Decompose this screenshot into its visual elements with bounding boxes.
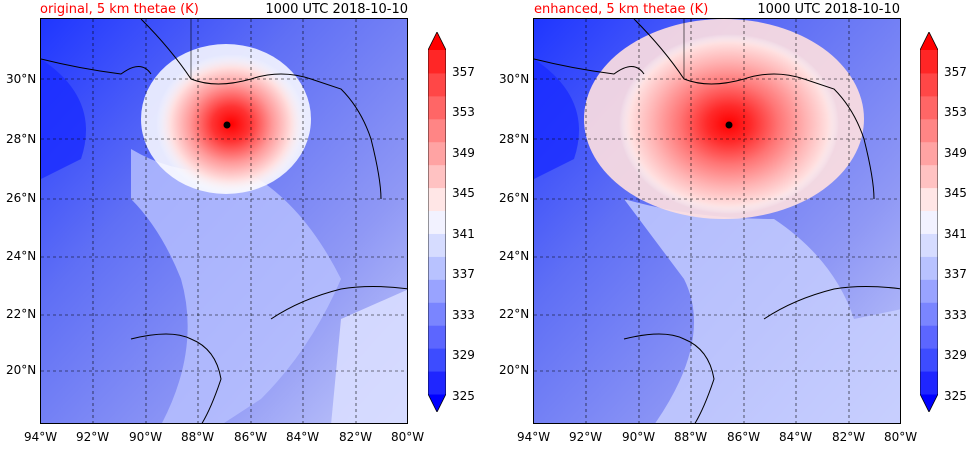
right-colorbar-segment [920, 118, 938, 143]
left-colorbar-segment [428, 187, 446, 212]
right-colorbar-segment [920, 187, 938, 212]
right-lat-label-30: 30°N [499, 72, 530, 86]
right-panel-time: 1000 UTC 2018-10-10 [757, 2, 900, 17]
left-lat-label-28: 28°N [6, 132, 37, 146]
left-lat-label-22: 22°N [6, 307, 37, 321]
right-cb-label-357: 357 [944, 65, 967, 79]
right-panel-title: enhanced, 5 km thetae (K) [534, 2, 709, 17]
right-colorbar-segment [920, 164, 938, 189]
right-colorbar-segment [920, 210, 938, 234]
right-lat-label-28: 28°N [499, 132, 530, 146]
right-colorbar-extend-high [920, 32, 938, 50]
right-map [533, 18, 901, 424]
right-lon-label-90: 90°W [622, 430, 656, 444]
left-lon-label-90: 90°W [129, 430, 163, 444]
left-panel-title: original, 5 km thetae (K) [40, 2, 199, 17]
left-lon-label-86: 86°W [234, 430, 268, 444]
right-cb-label-337: 337 [944, 267, 967, 281]
left-colorbar-segment [428, 95, 446, 120]
right-colorbar-extend-low [920, 394, 938, 412]
right-cb-label-329: 329 [944, 348, 967, 362]
right-hurricane-center [725, 121, 733, 129]
right-colorbar-segment [920, 95, 938, 120]
left-colorbar-segment [428, 302, 446, 326]
right-cb-label-333: 333 [944, 308, 967, 322]
right-map-canvas [534, 19, 900, 423]
right-cb-label-349: 349 [944, 146, 967, 160]
left-colorbar-segment [428, 50, 446, 74]
left-colorbar [428, 32, 446, 412]
left-cb-label-329: 329 [452, 348, 475, 362]
left-panel-time: 1000 UTC 2018-10-10 [265, 2, 408, 17]
left-lat-label-20: 20°N [6, 363, 37, 377]
left-gridlines [41, 19, 407, 423]
left-colorbar-segment [428, 233, 446, 257]
right-lon-label-84: 84°W [779, 430, 813, 444]
left-lon-label-80: 80°W [391, 430, 425, 444]
left-lat-label-26: 26°N [6, 191, 37, 205]
left-cb-label-345: 345 [452, 186, 475, 200]
left-cb-label-357: 357 [452, 65, 475, 79]
left-colorbar-segment [428, 118, 446, 143]
left-colorbar-extend-high [428, 32, 446, 50]
left-lon-label-82: 82°W [339, 430, 373, 444]
left-lon-label-92: 92°W [76, 430, 110, 444]
left-lon-label-84: 84°W [286, 430, 320, 444]
right-lon-label-86: 86°W [727, 430, 761, 444]
left-lat-label-30: 30°N [6, 72, 37, 86]
right-lat-label-24: 24°N [499, 249, 530, 263]
right-colorbar-segment [920, 233, 938, 257]
right-colorbar-segment [920, 50, 938, 74]
right-colorbar-segment [920, 302, 938, 326]
right-lon-label-80: 80°W [884, 430, 918, 444]
right-lon-label-94: 94°W [517, 430, 551, 444]
right-lat-label-20: 20°N [499, 363, 530, 377]
left-colorbar-segment [428, 164, 446, 189]
right-lon-label-88: 88°W [674, 430, 708, 444]
right-lat-label-22: 22°N [499, 307, 530, 321]
left-colorbar-segment [428, 210, 446, 234]
left-cb-label-325: 325 [452, 389, 475, 403]
left-lon-label-88: 88°W [181, 430, 215, 444]
left-cb-label-333: 333 [452, 308, 475, 322]
left-colorbar-segment [428, 141, 446, 166]
left-colorbar-segment [428, 256, 446, 280]
left-lat-label-24: 24°N [6, 249, 37, 263]
right-lat-label-26: 26°N [499, 191, 530, 205]
left-colorbar-segment [428, 325, 446, 349]
left-lon-label-94: 94°W [24, 430, 58, 444]
left-map [40, 18, 408, 424]
left-map-canvas [41, 19, 407, 423]
right-colorbar-segment [920, 325, 938, 349]
right-lon-label-92: 92°W [569, 430, 603, 444]
left-colorbar-segment [428, 371, 446, 395]
left-hurricane-center [223, 121, 231, 129]
left-colorbar-segment [428, 348, 446, 372]
left-cb-label-337: 337 [452, 267, 475, 281]
right-colorbar-segment [920, 141, 938, 166]
left-cb-label-341: 341 [452, 227, 475, 241]
left-colorbar-segment [428, 72, 446, 97]
right-colorbar-segment [920, 256, 938, 280]
right-cb-label-345: 345 [944, 186, 967, 200]
right-colorbar-segment [920, 348, 938, 372]
left-cb-label-349: 349 [452, 146, 475, 160]
right-gridlines [534, 19, 900, 423]
left-colorbar-segment [428, 279, 446, 303]
right-cb-label-325: 325 [944, 389, 967, 403]
right-lon-label-82: 82°W [832, 430, 866, 444]
right-cb-label-341: 341 [944, 227, 967, 241]
right-cb-label-353: 353 [944, 105, 967, 119]
right-colorbar [920, 32, 938, 412]
left-colorbar-extend-low [428, 394, 446, 412]
right-colorbar-segment [920, 279, 938, 303]
right-colorbar-segment [920, 72, 938, 97]
right-colorbar-segment [920, 371, 938, 395]
left-cb-label-353: 353 [452, 105, 475, 119]
